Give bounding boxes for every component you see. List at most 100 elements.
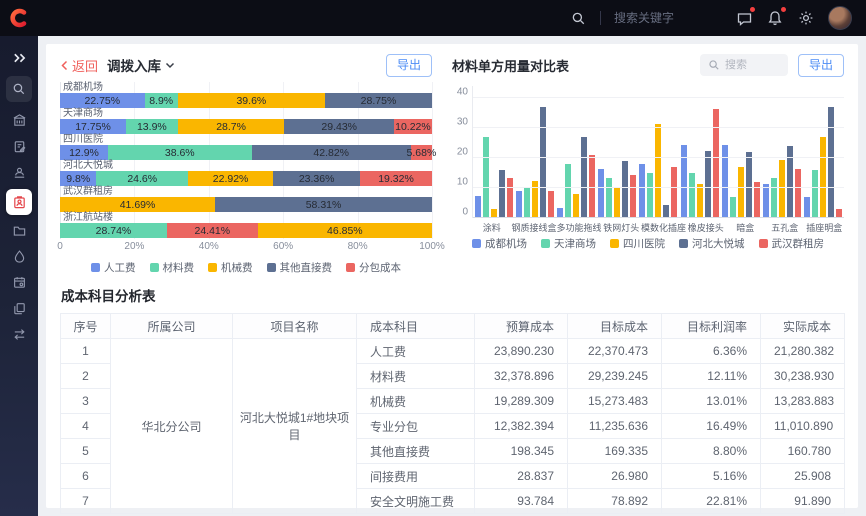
- sidebar-item-search[interactable]: [6, 76, 32, 102]
- bar[interactable]: [573, 194, 580, 218]
- bar[interactable]: [557, 207, 564, 218]
- bar[interactable]: [779, 159, 786, 218]
- bar[interactable]: [721, 144, 728, 218]
- sidebar-item-cost[interactable]: [6, 189, 32, 215]
- legend-item[interactable]: 其他直接费: [266, 260, 332, 275]
- bar-segment[interactable]: 29.43%: [284, 119, 394, 134]
- gear-icon[interactable]: [797, 9, 815, 27]
- search-icon[interactable]: [569, 9, 587, 27]
- bar[interactable]: [598, 168, 605, 218]
- page-title-dropdown[interactable]: 调拨入库: [107, 55, 175, 75]
- bar-segment[interactable]: 9.8%: [60, 171, 97, 186]
- bar[interactable]: [680, 144, 687, 218]
- avatar[interactable]: [828, 6, 852, 30]
- legend-item[interactable]: 人工费: [91, 260, 136, 275]
- bar[interactable]: [490, 209, 497, 218]
- bar[interactable]: [655, 123, 662, 218]
- bar[interactable]: [745, 152, 752, 218]
- bar-segment[interactable]: 58.31%: [215, 197, 432, 212]
- sidebar-item-materials[interactable]: [6, 244, 32, 268]
- bar-segment[interactable]: 22.92%: [187, 171, 274, 186]
- bar-segment[interactable]: 19.32%: [360, 171, 432, 186]
- bar[interactable]: [565, 164, 572, 218]
- bar-segment[interactable]: 38.6%: [107, 145, 252, 160]
- bar-segment[interactable]: 12.9%: [60, 145, 108, 160]
- bar[interactable]: [523, 186, 530, 218]
- bar[interactable]: [795, 168, 802, 218]
- bar[interactable]: [614, 186, 621, 218]
- app-logo[interactable]: [0, 0, 38, 36]
- sidebar-item-personnel[interactable]: [6, 160, 32, 184]
- bar-segment[interactable]: 39.6%: [177, 93, 326, 108]
- sidebar-item-transfer[interactable]: [6, 322, 32, 346]
- bar-segment[interactable]: 10.22%: [393, 119, 432, 134]
- bar[interactable]: [787, 146, 794, 218]
- sidebar-item-schedule[interactable]: [6, 270, 32, 294]
- legend-item[interactable]: 天津商场: [541, 236, 596, 251]
- legend-item[interactable]: 材料费: [149, 260, 194, 275]
- bar[interactable]: [581, 137, 588, 218]
- bar[interactable]: [696, 183, 703, 218]
- bar[interactable]: [820, 137, 827, 218]
- search-input[interactable]: [614, 11, 722, 25]
- bar[interactable]: [474, 195, 481, 218]
- legend-item[interactable]: 成都机场: [472, 236, 527, 251]
- bar-segment[interactable]: 24.6%: [96, 171, 188, 186]
- bar[interactable]: [630, 174, 637, 218]
- bar[interactable]: [531, 180, 538, 218]
- bar[interactable]: [688, 173, 695, 218]
- sidebar-expand-button[interactable]: [6, 46, 32, 70]
- bar[interactable]: [804, 197, 811, 218]
- bar-segment[interactable]: 42.82%: [251, 145, 411, 160]
- legend-item[interactable]: 分包成本: [346, 260, 401, 275]
- sidebar-item-organization[interactable]: [6, 108, 32, 132]
- bar[interactable]: [539, 107, 546, 218]
- sidebar-item-documents[interactable]: [6, 134, 32, 158]
- bar-segment[interactable]: 22.75%: [60, 93, 145, 108]
- bar-segment[interactable]: 8.9%: [144, 93, 178, 108]
- bar[interactable]: [622, 161, 629, 218]
- legend-item[interactable]: 武汉群租房: [758, 236, 824, 251]
- back-link[interactable]: 返回: [60, 56, 98, 75]
- bar[interactable]: [753, 182, 760, 218]
- bar[interactable]: [482, 137, 489, 218]
- bar[interactable]: [547, 191, 554, 218]
- bar[interactable]: [729, 197, 736, 218]
- bar[interactable]: [704, 150, 711, 218]
- panel-search-box[interactable]: [700, 54, 788, 76]
- bar-segment[interactable]: 17.75%: [60, 119, 127, 134]
- export-button[interactable]: 导出: [386, 53, 432, 77]
- bar[interactable]: [812, 170, 819, 218]
- bar-segment[interactable]: 13.9%: [126, 119, 178, 134]
- bar[interactable]: [836, 209, 843, 218]
- bar-segment[interactable]: 28.75%: [325, 93, 432, 108]
- bar-segment[interactable]: 46.85%: [257, 223, 432, 238]
- bar[interactable]: [515, 191, 522, 218]
- bar[interactable]: [498, 170, 505, 218]
- sidebar-item-files[interactable]: [6, 218, 32, 242]
- bar[interactable]: [663, 204, 670, 218]
- bar-segment[interactable]: 5.68%: [407, 145, 436, 160]
- bar[interactable]: [671, 167, 678, 218]
- bar[interactable]: [828, 107, 835, 218]
- legend-item[interactable]: 河北大悦城: [679, 236, 745, 251]
- bar[interactable]: [589, 155, 596, 218]
- bar[interactable]: [737, 167, 744, 218]
- bar[interactable]: [647, 173, 654, 218]
- bar-segment[interactable]: 28.7%: [177, 119, 285, 134]
- export-button[interactable]: 导出: [798, 53, 844, 77]
- bar-segment[interactable]: 24.41%: [166, 223, 258, 238]
- bar[interactable]: [506, 177, 513, 218]
- bar[interactable]: [771, 177, 778, 218]
- legend-item[interactable]: 机械费: [208, 260, 253, 275]
- bar[interactable]: [606, 177, 613, 218]
- bar-segment[interactable]: 41.69%: [60, 197, 216, 212]
- message-icon[interactable]: [735, 7, 755, 27]
- bar[interactable]: [712, 108, 719, 218]
- legend-item[interactable]: 四川医院: [610, 236, 665, 251]
- bar[interactable]: [763, 183, 770, 218]
- bar-segment[interactable]: 23.36%: [273, 171, 361, 186]
- bell-icon[interactable]: [766, 7, 786, 27]
- bar-segment[interactable]: 28.74%: [60, 223, 167, 238]
- panel-search-input[interactable]: [725, 59, 780, 71]
